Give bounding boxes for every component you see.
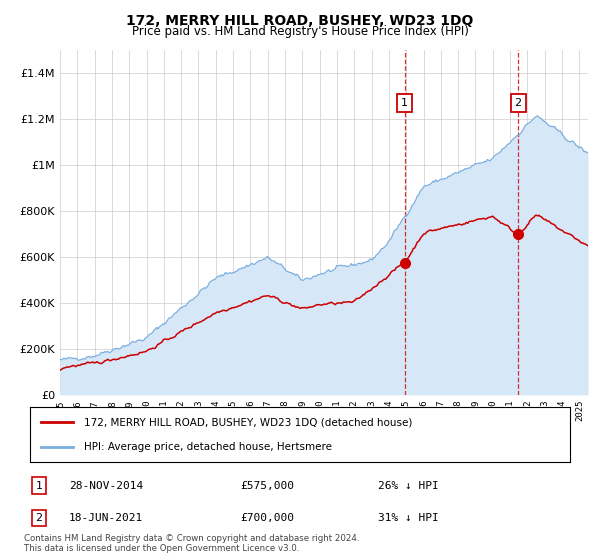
Text: 172, MERRY HILL ROAD, BUSHEY, WD23 1DQ (detached house): 172, MERRY HILL ROAD, BUSHEY, WD23 1DQ (… xyxy=(84,418,412,427)
Text: 1: 1 xyxy=(401,98,408,108)
Text: 2: 2 xyxy=(514,98,521,108)
Text: 31% ↓ HPI: 31% ↓ HPI xyxy=(378,513,439,523)
Text: £700,000: £700,000 xyxy=(240,513,294,523)
Text: 26% ↓ HPI: 26% ↓ HPI xyxy=(378,480,439,491)
Text: HPI: Average price, detached house, Hertsmere: HPI: Average price, detached house, Hert… xyxy=(84,442,332,451)
Text: 2: 2 xyxy=(35,513,43,523)
Text: 28-NOV-2014: 28-NOV-2014 xyxy=(69,480,143,491)
Text: £575,000: £575,000 xyxy=(240,480,294,491)
Text: 18-JUN-2021: 18-JUN-2021 xyxy=(69,513,143,523)
Text: Contains HM Land Registry data © Crown copyright and database right 2024.
This d: Contains HM Land Registry data © Crown c… xyxy=(24,534,359,553)
Text: Price paid vs. HM Land Registry's House Price Index (HPI): Price paid vs. HM Land Registry's House … xyxy=(131,25,469,38)
Text: 1: 1 xyxy=(35,480,43,491)
Text: 172, MERRY HILL ROAD, BUSHEY, WD23 1DQ: 172, MERRY HILL ROAD, BUSHEY, WD23 1DQ xyxy=(127,14,473,28)
